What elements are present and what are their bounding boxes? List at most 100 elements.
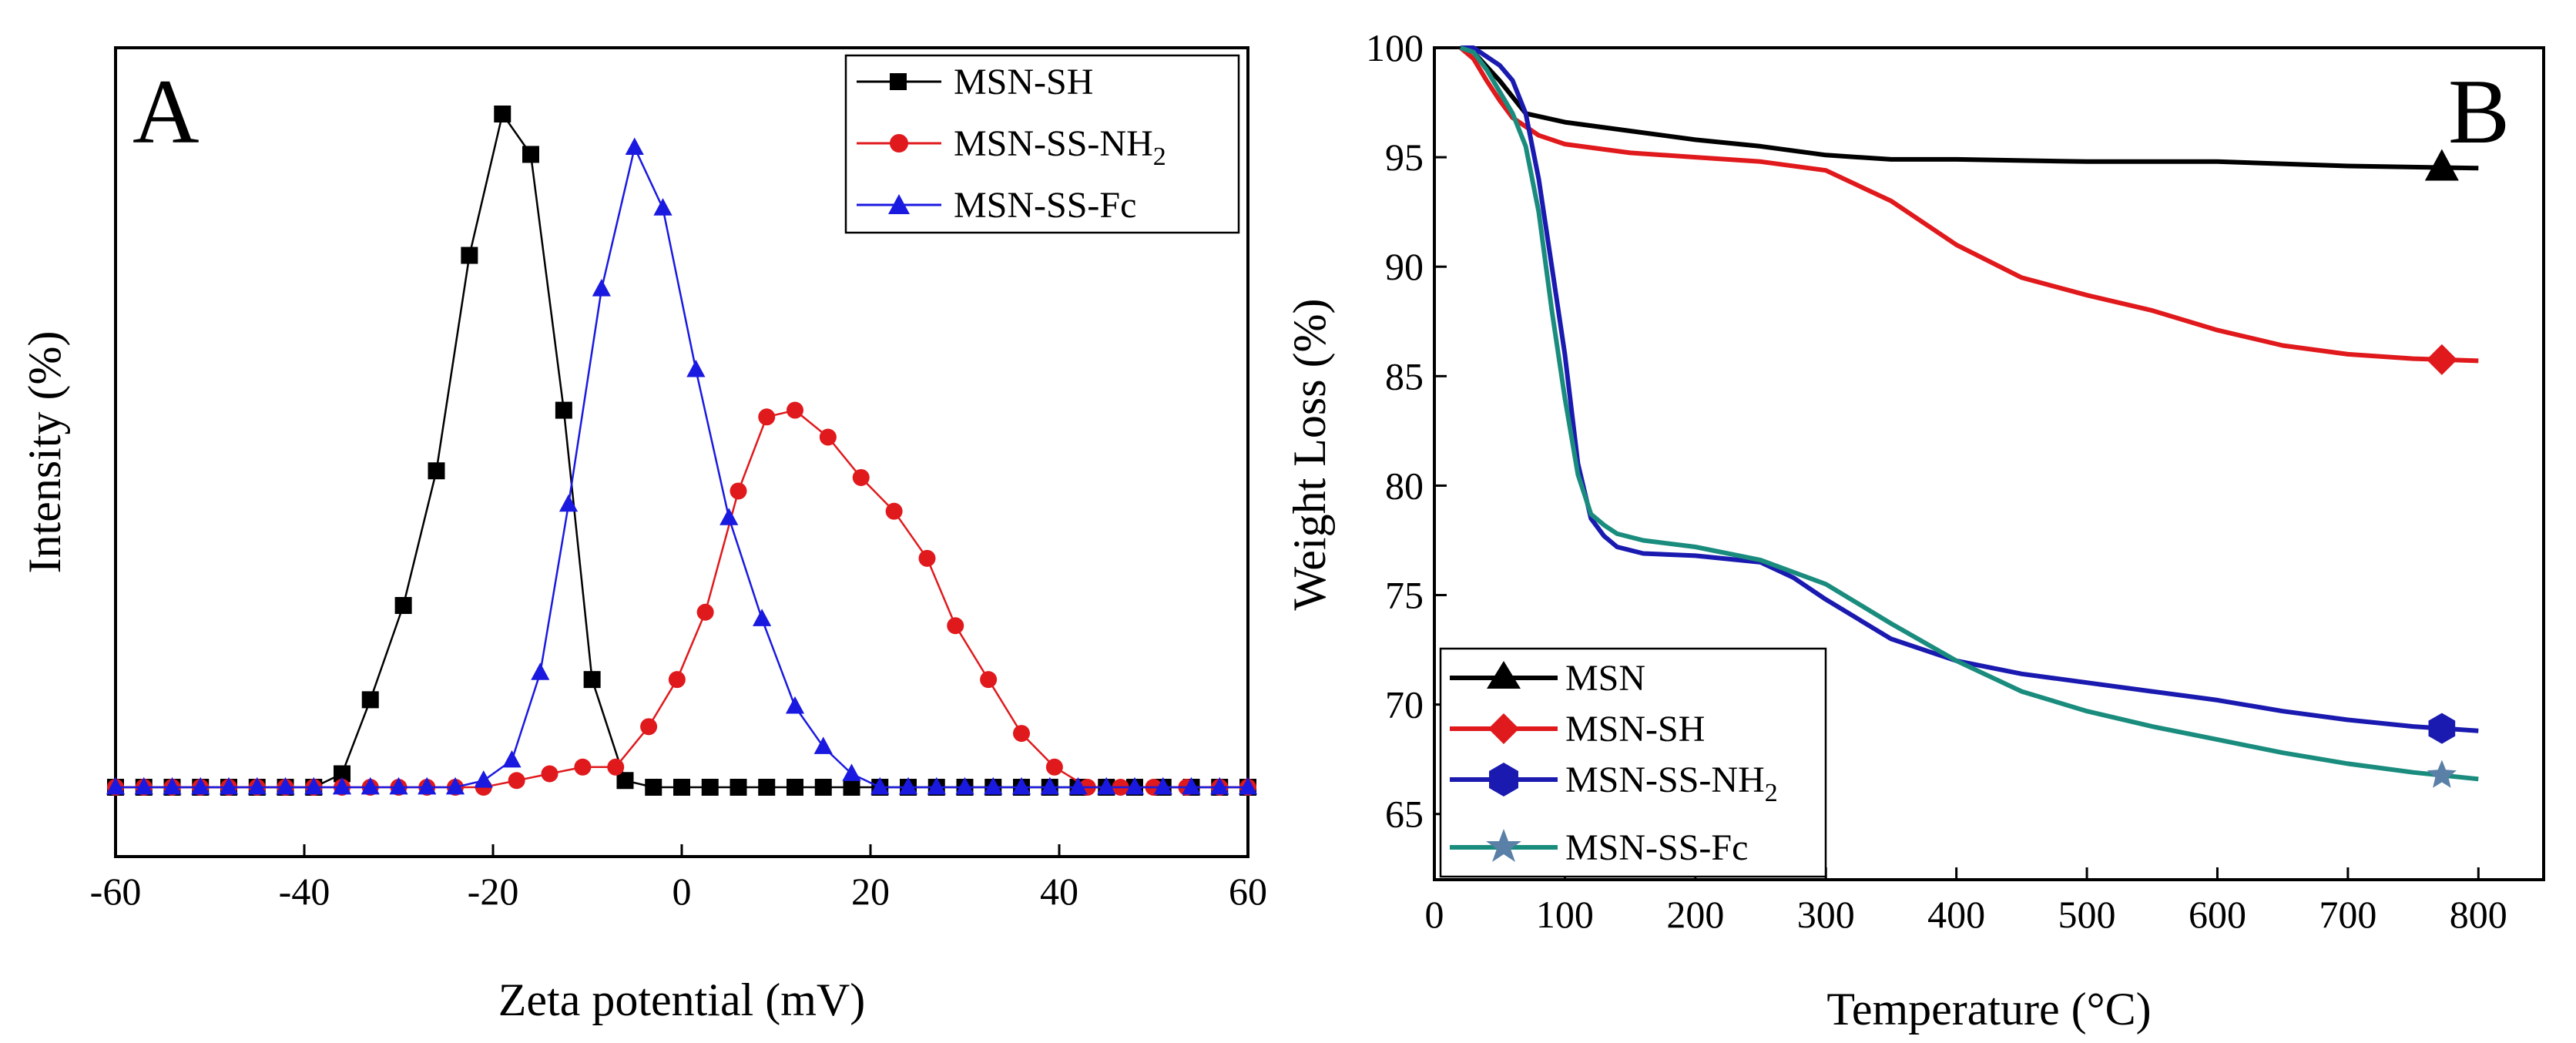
- data-point: [1153, 776, 1172, 795]
- legend-label-msn-ss-fc: MSN-SS-Fc: [954, 185, 1136, 226]
- data-point: [361, 691, 379, 709]
- data-point: [843, 779, 860, 796]
- data-point: [1045, 758, 1063, 776]
- legend-entry-msn-ss-fc: MSN-SS-Fc: [857, 185, 1136, 226]
- y-tick-label: 65: [1385, 793, 1424, 836]
- y-tick-label: 75: [1385, 574, 1424, 617]
- data-point: [984, 776, 1003, 795]
- x-tick-label: 400: [1927, 893, 1985, 936]
- data-point: [607, 758, 625, 776]
- data-point: [247, 776, 267, 795]
- panel-a: -60 -40 -20 0 20 40 60 A Zeta potential (mV) I…: [19, 46, 1267, 1025]
- series-msn-ss-nh2: [1460, 45, 2479, 744]
- y-tick-label: 80: [1385, 464, 1424, 507]
- data-point: [625, 137, 644, 156]
- x-tick-label: 500: [2058, 893, 2116, 936]
- series-line: [116, 409, 1248, 789]
- data-point: [668, 671, 686, 689]
- legend-entry-msn-sh: MSN-SH: [1450, 709, 1705, 750]
- data-point: [361, 776, 380, 795]
- panel-a-legend: MSN-SH MSN-SS-NH2 MSN-SS-Fc: [844, 54, 1240, 234]
- data-point: [701, 779, 719, 796]
- data-point: [508, 772, 525, 790]
- panel-a-x-axis-title: Zeta potential (mV): [498, 974, 865, 1025]
- legend-entry-msn-ss-nh2: MSN-SS-NH2: [857, 123, 1166, 171]
- series-msn-ss-fc: [106, 137, 1258, 795]
- data-point: [753, 609, 772, 626]
- x-tick-label: 200: [1666, 893, 1724, 936]
- data-point: [645, 779, 662, 796]
- data-point: [898, 776, 918, 795]
- data-point: [852, 468, 870, 486]
- circle-marker-icon: [890, 134, 908, 153]
- data-point: [461, 246, 478, 264]
- data-point: [696, 603, 714, 621]
- diamond-marker-icon: [1488, 713, 1519, 744]
- data-point: [555, 401, 572, 419]
- data-point: [276, 776, 295, 795]
- y-tick-label: 70: [1385, 683, 1424, 726]
- data-point: [1013, 725, 1030, 743]
- y-tick-label: 95: [1385, 136, 1424, 179]
- x-tick-label: -40: [279, 870, 330, 913]
- data-point: [730, 779, 747, 796]
- data-point: [1182, 776, 1201, 795]
- data-point: [1238, 776, 1258, 795]
- data-point: [474, 770, 493, 788]
- hexagon-marker-icon: [1489, 763, 1518, 797]
- data-point: [1068, 776, 1088, 795]
- data-point: [502, 750, 522, 768]
- x-tick-label: 0: [1425, 893, 1444, 936]
- y-tick-label: 85: [1385, 354, 1424, 397]
- data-point: [1125, 776, 1145, 795]
- data-point: [673, 779, 690, 796]
- data-point: [787, 779, 803, 796]
- legend-entry-msn-ss-fc: MSN-SS-Fc: [1450, 827, 1748, 868]
- data-point: [787, 401, 803, 419]
- series-msn: [1459, 45, 2479, 181]
- data-point: [106, 776, 126, 795]
- data-point: [445, 776, 465, 795]
- data-point: [870, 776, 890, 795]
- panel-b-x-axis: 0 100 200 300 400 500 600 700 800: [1425, 867, 2507, 936]
- star-marker-icon: [1486, 829, 1521, 862]
- series-line: [1460, 45, 2479, 733]
- data-point: [583, 671, 601, 689]
- data-point: [2428, 713, 2456, 744]
- data-point: [2426, 344, 2457, 375]
- x-tick-label: 20: [851, 870, 890, 913]
- data-point: [814, 779, 832, 796]
- data-point: [842, 763, 861, 781]
- data-point: [918, 549, 936, 567]
- legend-entry-msn-ss-nh2: MSN-SS-NH2: [1450, 760, 1778, 807]
- data-point: [332, 776, 352, 795]
- series-line: [1459, 45, 2479, 171]
- series-msn-ss-fc: [1459, 45, 2479, 788]
- data-point: [531, 662, 550, 680]
- data-point: [574, 758, 592, 776]
- panel-b-letter: B: [2448, 60, 2510, 163]
- data-point: [819, 428, 837, 446]
- data-point: [719, 508, 739, 525]
- series-msn-sh: [1458, 45, 2479, 375]
- square-marker-icon: [890, 73, 907, 90]
- y-tick-label: 90: [1385, 245, 1424, 288]
- data-point: [980, 671, 998, 689]
- panel-b: 0 100 200 300 400 500 600 700 800 65 70 75 80 85 90 95…: [1284, 26, 2545, 1035]
- data-point: [541, 765, 558, 783]
- legend-label-msn-ss-nh2: MSN-SS-NH2: [954, 123, 1166, 171]
- panel-b-x-axis-title: Temperature (°C): [1826, 984, 2151, 1035]
- x-tick-label: -60: [90, 870, 142, 913]
- panel-a-x-axis: -60 -40 -20 0 20 40 60: [90, 844, 1267, 913]
- data-point: [758, 779, 776, 796]
- x-tick-label: 60: [1229, 870, 1267, 913]
- legend-label-msn-ss-nh2: MSN-SS-NH2: [1565, 760, 1778, 807]
- data-point: [730, 482, 747, 500]
- legend-entry-msn-sh: MSN-SH: [857, 62, 1093, 102]
- data-point: [304, 776, 324, 795]
- x-tick-label: 40: [1040, 870, 1078, 913]
- data-point: [813, 736, 833, 754]
- data-point: [334, 765, 351, 783]
- legend-entry-msn: MSN: [1450, 658, 1645, 699]
